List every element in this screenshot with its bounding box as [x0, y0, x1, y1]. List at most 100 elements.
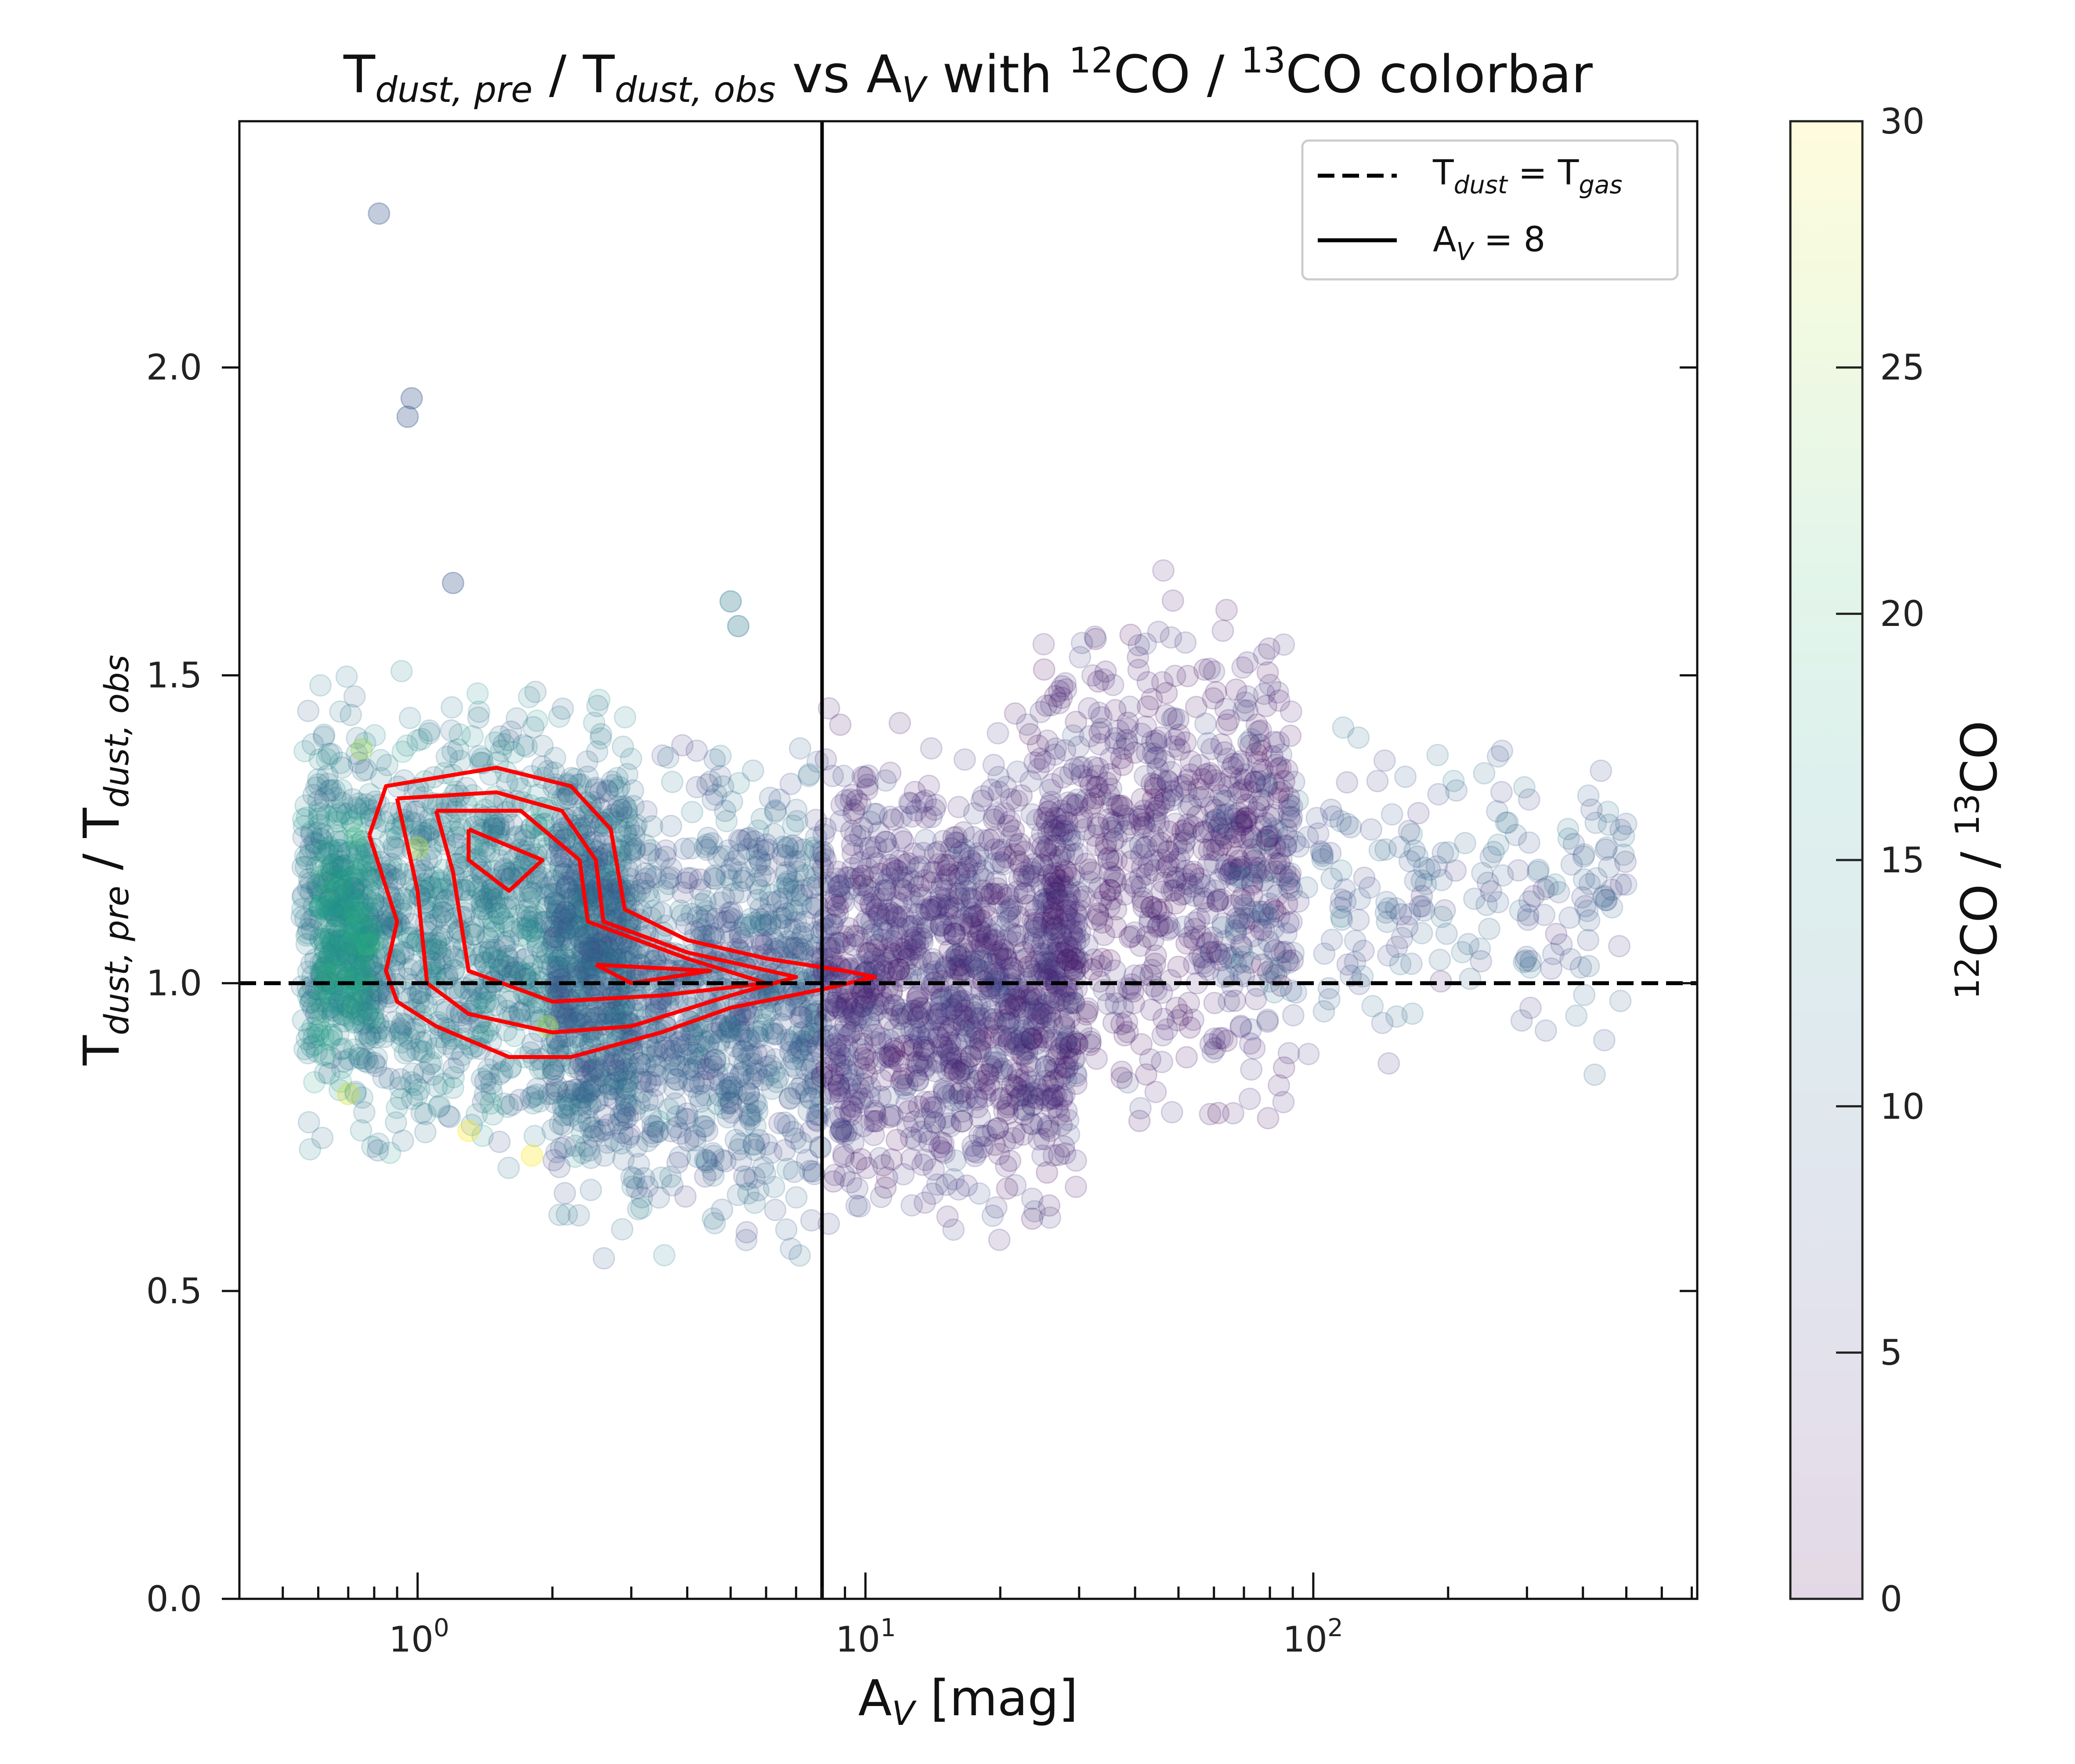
scatter-point — [1143, 796, 1166, 819]
scatter-point — [1222, 1102, 1245, 1125]
scatter-point — [1152, 559, 1175, 582]
scatter-point — [1027, 1002, 1050, 1025]
scatter-point — [432, 901, 455, 924]
scatter-point — [301, 733, 324, 755]
scatter-point — [351, 857, 373, 879]
scatter-point — [1165, 996, 1188, 1019]
scatter-point — [965, 1141, 988, 1164]
scatter-point — [945, 958, 968, 981]
scatter-point — [355, 1047, 378, 1070]
scatter-point — [521, 1000, 543, 1023]
scatter-point — [1174, 631, 1197, 654]
scatter-point — [613, 1068, 636, 1091]
scatter-point — [557, 1004, 579, 1027]
scatter-point — [1188, 786, 1211, 809]
scatter-point — [488, 1131, 511, 1153]
scatter-point — [1593, 1029, 1616, 1052]
scatter-point — [814, 848, 837, 871]
scatter-point — [488, 849, 511, 871]
scatter-point — [1063, 947, 1086, 970]
scatter-point — [602, 774, 625, 797]
scatter-point — [552, 1113, 575, 1136]
scatter-point — [322, 853, 345, 876]
scatter-point — [557, 896, 580, 919]
scatter-point — [351, 982, 373, 1005]
scatter-point — [551, 697, 574, 720]
scatter-point — [732, 1040, 755, 1063]
scatter-point — [531, 734, 554, 757]
scatter-point — [689, 1090, 712, 1113]
scatter-point — [1127, 658, 1150, 681]
scatter-point — [1167, 708, 1190, 731]
scatter-point — [923, 1096, 946, 1119]
scatter-point — [316, 905, 339, 928]
scatter-point — [479, 886, 502, 909]
scatter-point — [554, 923, 577, 946]
scatter-point — [1007, 905, 1030, 928]
scatter-point — [474, 951, 497, 974]
scatter-point — [536, 896, 559, 918]
scatter-point — [547, 1081, 570, 1104]
scatter-point — [1084, 625, 1106, 648]
scatter-point — [332, 1010, 355, 1033]
scatter-point — [388, 1022, 411, 1045]
scatter-point — [1146, 915, 1169, 938]
scatter-point — [1211, 888, 1233, 911]
scatter-point — [312, 951, 335, 973]
scatter-point — [1193, 951, 1215, 974]
scatter-point — [1215, 599, 1238, 622]
scatter-point — [999, 1149, 1022, 1172]
scatter-point — [870, 1186, 893, 1208]
scatter-point — [588, 688, 611, 711]
scatter-point — [304, 832, 327, 855]
scatter-point — [987, 722, 1009, 745]
scatter-point — [737, 1083, 760, 1106]
scatter-point — [1211, 619, 1234, 642]
scatter-point — [651, 744, 674, 767]
scatter-point — [942, 826, 965, 849]
scatter-point — [350, 958, 372, 981]
scatter-point — [437, 1104, 460, 1127]
scatter-point — [1358, 876, 1381, 899]
scatter-point — [981, 1009, 1004, 1031]
scatter-point — [1344, 929, 1366, 952]
scatter-point — [480, 1072, 502, 1095]
scatter-point — [548, 920, 571, 943]
scatter-point — [1240, 728, 1263, 751]
scatter-point — [553, 1182, 576, 1205]
scatter-point — [579, 1178, 602, 1201]
scatter-point — [379, 828, 401, 851]
scatter-point — [559, 882, 582, 904]
scatter-point — [936, 1205, 959, 1228]
scatter-point — [995, 948, 1018, 971]
scatter-point — [477, 841, 500, 864]
scatter-point — [351, 878, 373, 901]
scatter-point — [1128, 634, 1150, 657]
scatter-point — [878, 1029, 900, 1052]
scatter-point — [505, 956, 528, 979]
scatter-point — [695, 839, 718, 861]
scatter-point — [350, 960, 372, 983]
scatter-point — [921, 861, 944, 884]
scatter-point — [314, 941, 337, 964]
scatter-point — [325, 800, 347, 823]
scatter-point — [514, 824, 537, 847]
scatter-point — [1266, 681, 1289, 704]
scatter-point — [661, 770, 683, 793]
scatter-point — [1006, 760, 1029, 783]
scatter-point — [1236, 699, 1259, 722]
scatter-point — [472, 1091, 495, 1113]
scatter-point — [477, 1021, 499, 1044]
scatter-point — [330, 778, 353, 801]
scatter-point — [1257, 1107, 1280, 1130]
scatter-point — [391, 1012, 414, 1035]
scatter-point — [309, 927, 332, 950]
scatter-point — [500, 1093, 523, 1116]
scatter-point — [878, 867, 900, 890]
scatter-point — [418, 719, 441, 742]
chart-title: Tdust, pre / Tdust, obs vs AV with 12CO … — [343, 40, 1593, 110]
scatter-point — [484, 731, 507, 754]
scatter-point — [585, 932, 607, 955]
scatter-point — [669, 1122, 692, 1145]
scatter-point — [777, 1114, 799, 1137]
